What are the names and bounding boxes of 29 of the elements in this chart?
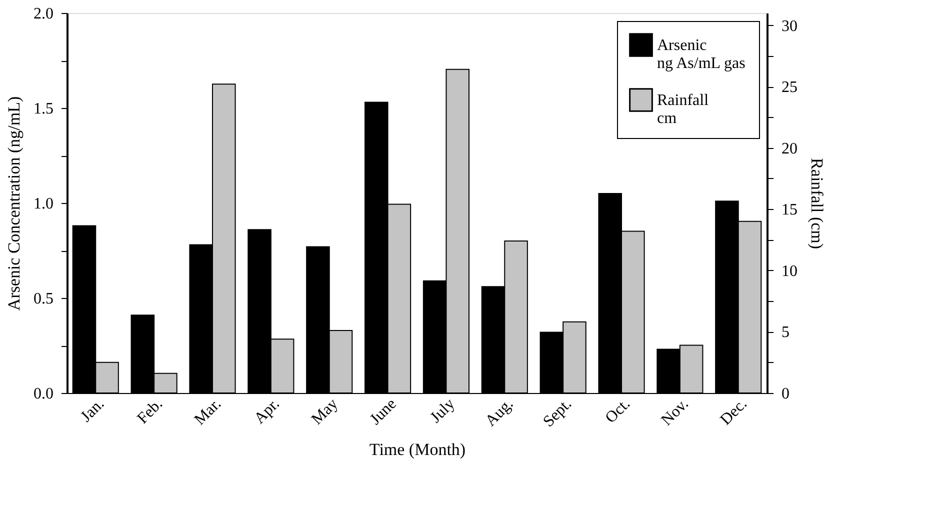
y-tick-label: 0.5 — [34, 290, 54, 308]
x-tick-label: July — [427, 396, 458, 426]
y2-tick-label: 30 — [782, 18, 798, 35]
y2-tick-label: 5 — [782, 324, 790, 342]
y-axis-title: Arsenic Concentration (ng/mL) — [4, 96, 24, 311]
x-tick-label: Nov. — [658, 396, 692, 430]
y-tick-label: 0.0 — [34, 386, 54, 402]
y-tick-label: 2.0 — [34, 6, 54, 22]
y2-tick-label: 15 — [782, 202, 798, 219]
y2-tick-label: 0 — [782, 386, 790, 402]
x-tick-label: Feb. — [134, 396, 166, 428]
x-tick-label: Mar. — [191, 396, 225, 429]
x-tick-label: May — [308, 396, 342, 428]
x-tick-label: Oct. — [602, 396, 634, 427]
y2-axis-title: Rainfall (cm) — [808, 158, 826, 250]
x-tick-label: Apr. — [251, 396, 283, 428]
x-tick-label: Jan. — [78, 396, 108, 426]
legend-label: Rainfall cm — [657, 92, 710, 127]
x-axis-title: Time (Month) — [369, 440, 466, 459]
y2-tick-label: 10 — [782, 262, 798, 280]
x-tick-label: Aug. — [482, 396, 517, 430]
x-tick-label: Dec. — [717, 396, 750, 429]
y2-tick-label: 20 — [782, 140, 798, 158]
legend-label: Arsenic ng As/mL gas — [657, 37, 746, 72]
x-tick-label: Sept. — [540, 396, 576, 430]
x-tick-label: June — [367, 396, 400, 428]
y-tick-label: 1.0 — [34, 196, 54, 212]
y2-tick-label: 25 — [782, 79, 798, 96]
y-tick-label: 1.5 — [34, 100, 54, 118]
